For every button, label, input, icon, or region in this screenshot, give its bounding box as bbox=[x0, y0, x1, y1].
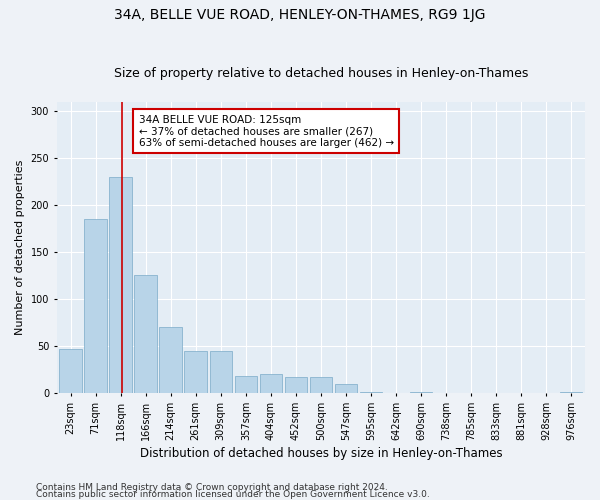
Text: 34A BELLE VUE ROAD: 125sqm
← 37% of detached houses are smaller (267)
63% of sem: 34A BELLE VUE ROAD: 125sqm ← 37% of deta… bbox=[139, 114, 394, 148]
Bar bbox=[560, 392, 583, 393]
Bar bbox=[85, 219, 107, 393]
Bar bbox=[360, 392, 382, 393]
Bar bbox=[310, 377, 332, 393]
Bar bbox=[134, 276, 157, 393]
Text: Contains public sector information licensed under the Open Government Licence v3: Contains public sector information licen… bbox=[36, 490, 430, 499]
Bar bbox=[59, 349, 82, 393]
Bar bbox=[109, 176, 132, 393]
Bar bbox=[235, 376, 257, 393]
X-axis label: Distribution of detached houses by size in Henley-on-Thames: Distribution of detached houses by size … bbox=[140, 447, 502, 460]
Bar bbox=[184, 350, 207, 393]
Bar bbox=[410, 392, 433, 393]
Bar bbox=[260, 374, 282, 393]
Bar bbox=[209, 350, 232, 393]
Y-axis label: Number of detached properties: Number of detached properties bbox=[15, 160, 25, 335]
Text: 34A, BELLE VUE ROAD, HENLEY-ON-THAMES, RG9 1JG: 34A, BELLE VUE ROAD, HENLEY-ON-THAMES, R… bbox=[114, 8, 486, 22]
Text: Contains HM Land Registry data © Crown copyright and database right 2024.: Contains HM Land Registry data © Crown c… bbox=[36, 484, 388, 492]
Bar bbox=[335, 384, 357, 393]
Title: Size of property relative to detached houses in Henley-on-Thames: Size of property relative to detached ho… bbox=[114, 66, 528, 80]
Bar bbox=[160, 327, 182, 393]
Bar bbox=[284, 377, 307, 393]
